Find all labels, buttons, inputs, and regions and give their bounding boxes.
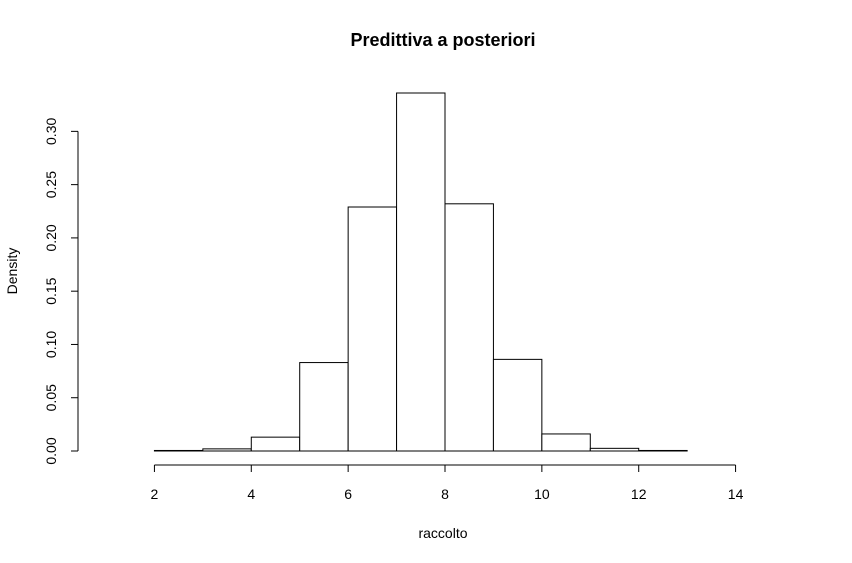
y-axis: 0.00 0.05 0.10 0.15 0.20 0.25 0.30: [43, 118, 79, 465]
histogram-bar: [299, 362, 349, 452]
histogram-bar: [347, 206, 398, 452]
y-tick-label: 0.25: [43, 171, 59, 198]
histogram-bar: [202, 448, 252, 452]
bars-group: [153, 92, 688, 452]
y-axis-label: Density: [4, 248, 20, 295]
x-tick-label: 12: [631, 486, 647, 502]
y-tick-label: 0.05: [43, 384, 59, 411]
histogram-bar: [589, 447, 640, 452]
x-tick-label: 4: [247, 486, 255, 502]
y-tick-label: 0.00: [43, 437, 59, 464]
histogram-bar: [638, 449, 688, 452]
y-tick-label: 0.10: [43, 331, 59, 358]
histogram-bar: [492, 358, 543, 452]
x-axis: 2 4 6 8 10 12 14: [151, 464, 744, 502]
x-tick-label: 8: [441, 486, 449, 502]
x-tick-label: 6: [344, 486, 352, 502]
histogram-bar: [153, 449, 204, 452]
y-tick-label: 0.20: [43, 224, 59, 251]
x-tick-label: 10: [534, 486, 550, 502]
chart-title: Predittiva a posteriori: [350, 30, 535, 50]
histogram-bar: [396, 92, 446, 452]
y-tick-label: 0.30: [43, 118, 59, 145]
histogram-bar: [444, 203, 494, 452]
x-tick-label: 2: [151, 486, 159, 502]
histogram-bar: [250, 436, 301, 452]
histogram-bar: [541, 433, 591, 452]
x-tick-label: 14: [728, 486, 744, 502]
y-tick-label: 0.15: [43, 277, 59, 304]
x-axis-label: raccolto: [418, 525, 467, 541]
